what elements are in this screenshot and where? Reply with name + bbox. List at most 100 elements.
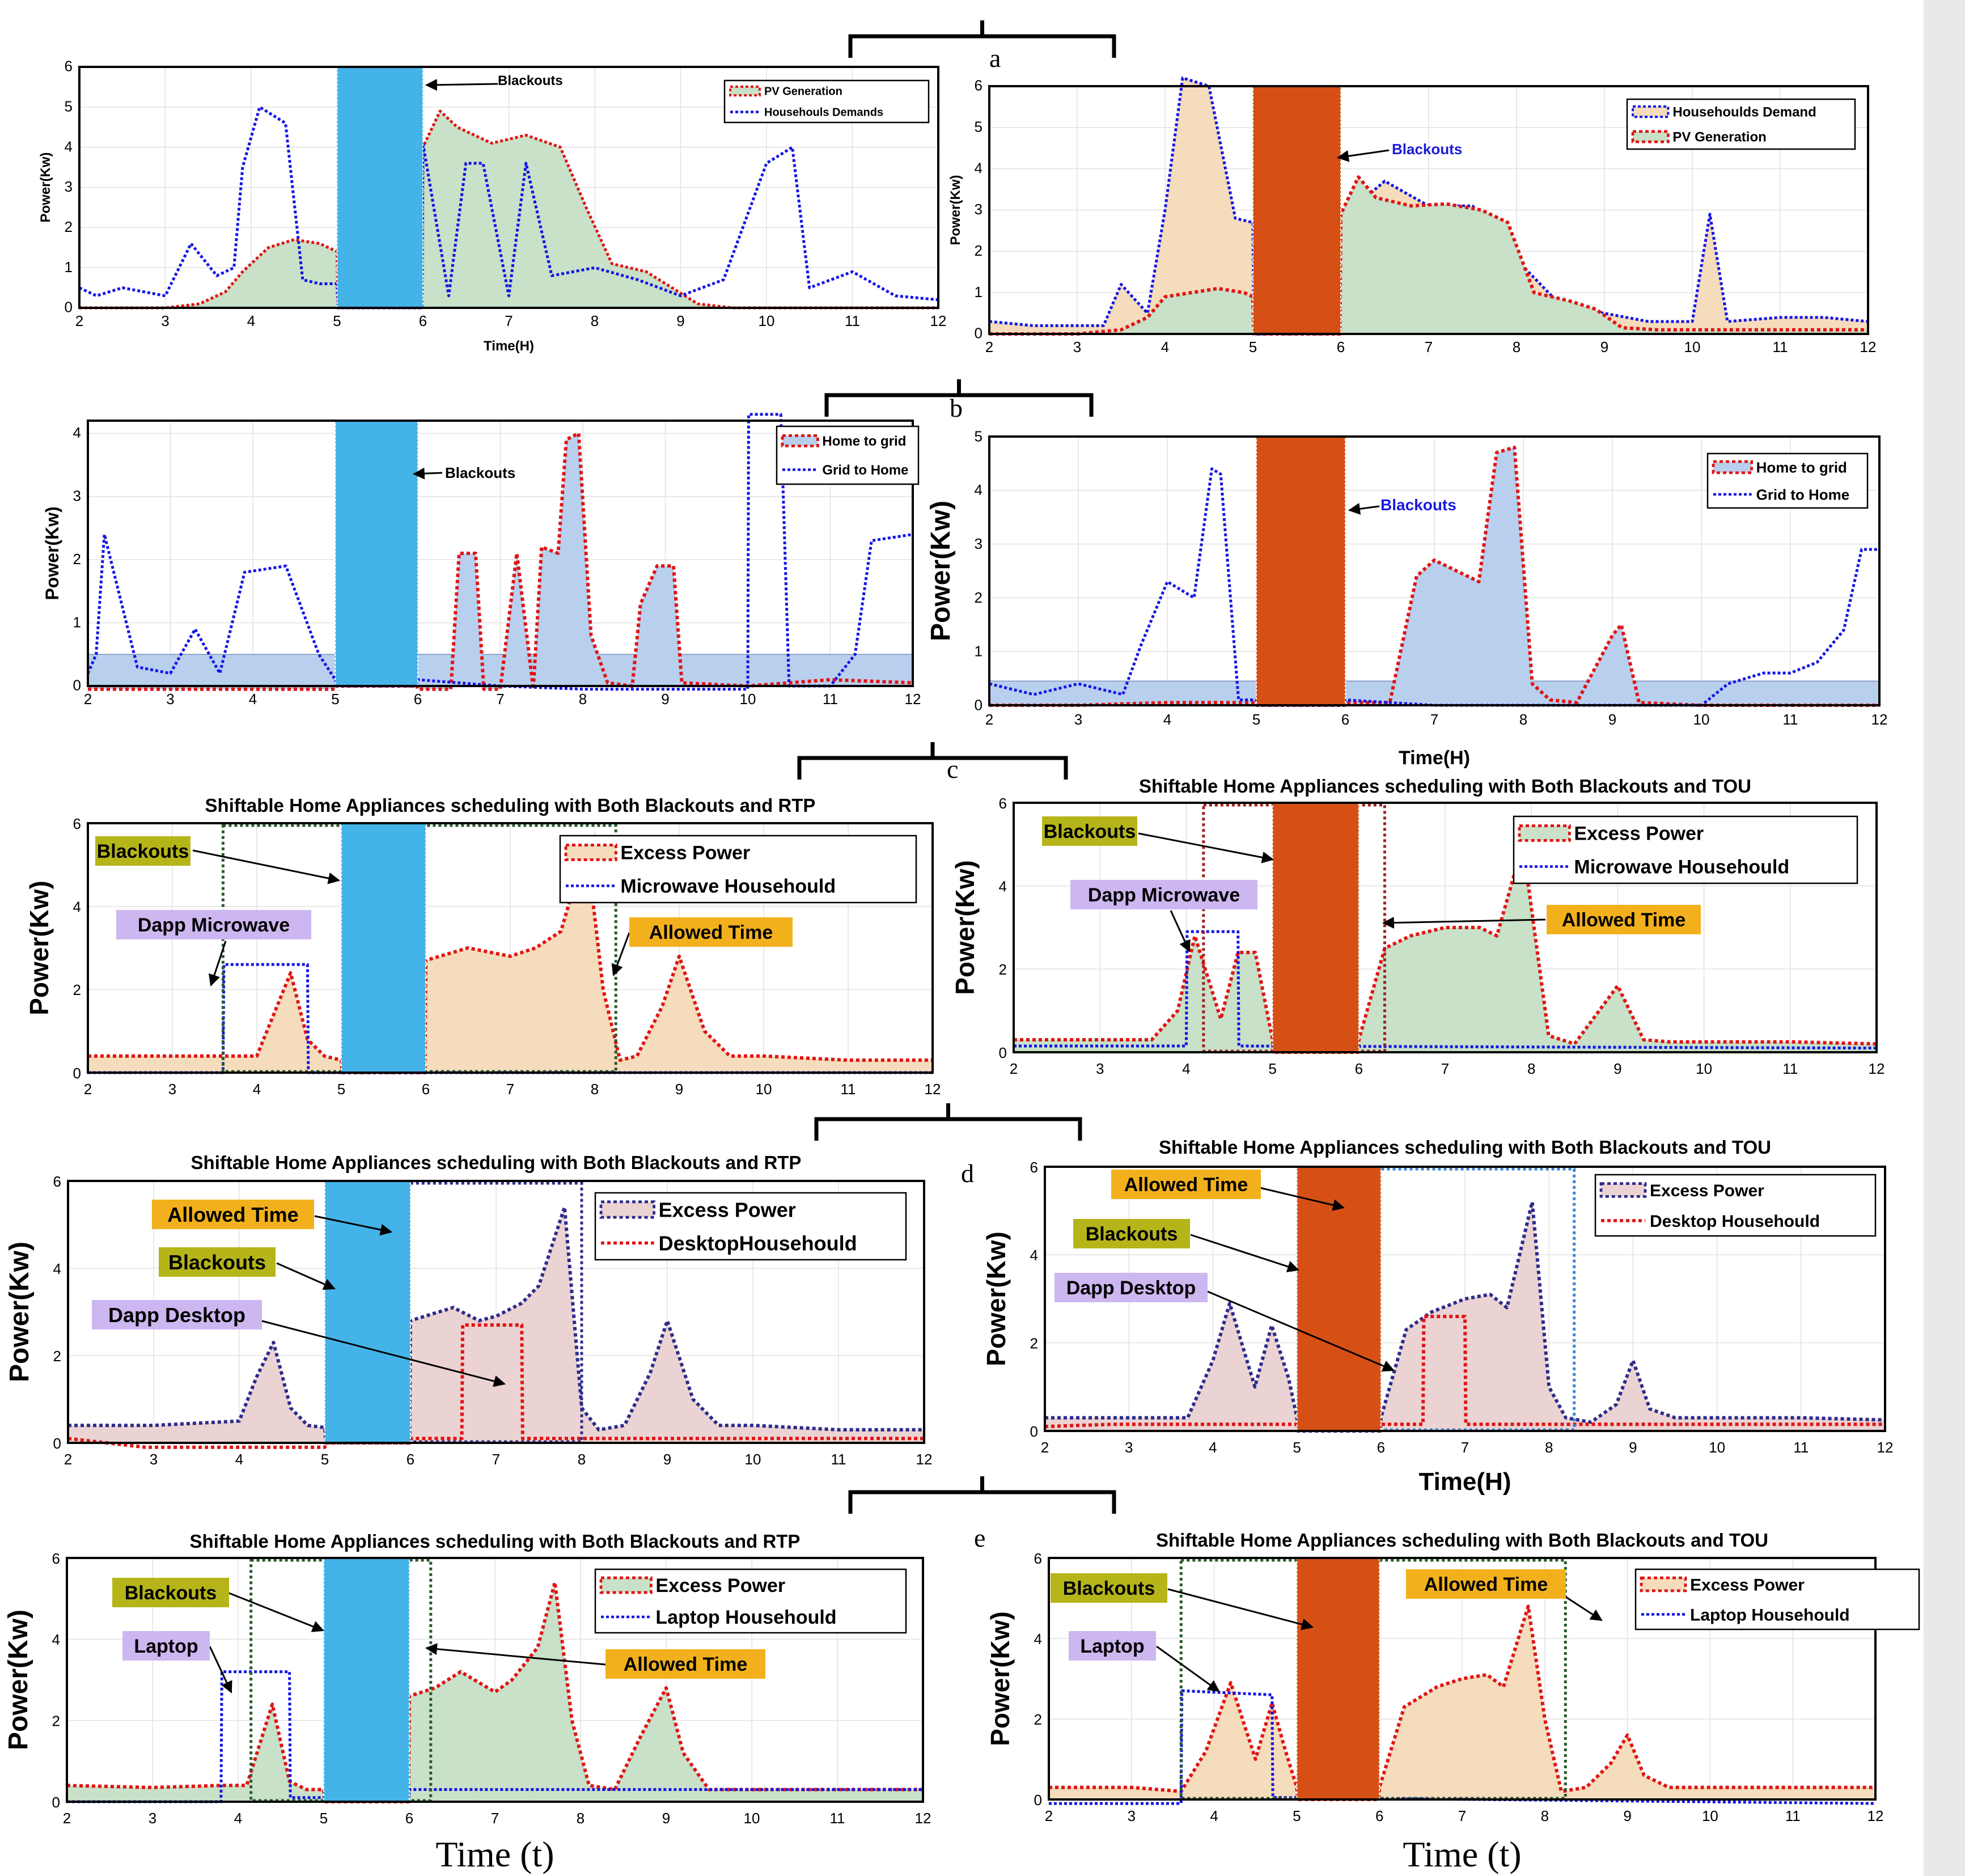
plot-frame <box>1013 802 1878 1053</box>
y-tick-label: 4 <box>65 138 73 155</box>
legend: Househoulds Demand PV Generation <box>1626 98 1856 150</box>
blackout-bar <box>1272 802 1360 1053</box>
callout-label: Dapp Desktop <box>1066 1277 1196 1299</box>
y-tick-label: 2 <box>52 1712 60 1729</box>
callout-label: Laptop <box>134 1636 198 1657</box>
callout-box <box>112 1578 229 1607</box>
y-tick-label: 6 <box>73 815 81 832</box>
x-tick-label: 2 <box>75 312 83 329</box>
plot-frame <box>66 1557 924 1803</box>
y-tick-label: 2 <box>999 961 1007 978</box>
y-tick-label: 0 <box>1034 1792 1042 1809</box>
x-tick-label: 6 <box>1341 711 1349 728</box>
x-tick-label: 10 <box>756 1081 772 1098</box>
x-tick-label: 9 <box>676 312 684 329</box>
x-tick-label: 5 <box>1268 1060 1276 1077</box>
legend-entry: DesktopHousehould <box>659 1231 857 1255</box>
legend: Excess Power Laptop Househould <box>1634 1568 1920 1631</box>
x-tick-label: 12 <box>1869 1060 1885 1077</box>
y-tick-label: 5 <box>975 118 982 135</box>
series-fill-0 <box>68 1207 924 1443</box>
callout-arrow <box>228 1592 324 1632</box>
x-tick-label: 4 <box>1210 1807 1218 1824</box>
callout-box <box>116 910 311 939</box>
blackout-bar <box>324 1180 411 1443</box>
legend: PV Generation Househouls Demands <box>723 79 930 124</box>
callout-e-right: Blackouts <box>1051 1573 1314 1631</box>
blackout-bar <box>1252 86 1341 334</box>
x-tick-label: 5 <box>1252 711 1260 728</box>
legend-entry: Microwave Househould <box>620 876 836 897</box>
callout-box <box>122 1631 210 1661</box>
x-tick-label: 11 <box>1793 1439 1809 1456</box>
panel-label-c: c <box>947 755 958 784</box>
series-line-1 <box>78 105 939 310</box>
y-tick-label: 4 <box>999 878 1007 895</box>
plot-frame <box>87 420 914 687</box>
blackout-bar <box>323 1557 410 1802</box>
callout-label: Allowed Time <box>167 1203 298 1226</box>
x-tick-label: 8 <box>1545 1439 1553 1456</box>
legend-box <box>594 1192 907 1261</box>
plot-frame <box>87 822 934 1074</box>
callout-box <box>1051 1573 1167 1603</box>
x-tick-label: 6 <box>405 1810 413 1827</box>
x-tick-label: 7 <box>505 312 513 329</box>
x-tick-label: 5 <box>333 312 341 329</box>
x-tick-label: 11 <box>831 1451 846 1468</box>
y-tick-label: 6 <box>1034 1550 1042 1567</box>
x-tick-label: 6 <box>1377 1439 1385 1456</box>
callout-box <box>152 1200 314 1229</box>
callout-label: Laptop <box>1080 1636 1144 1657</box>
y-tick-label: 1 <box>975 643 982 660</box>
plot-title: Shiftable Home Appliances scheduling wit… <box>1159 1137 1771 1158</box>
legend-entry: Microwave Househould <box>1574 857 1789 878</box>
y-tick-label: 4 <box>53 1260 61 1277</box>
x-tick-label: 12 <box>1867 1807 1884 1824</box>
y-tick-label: 0 <box>999 1044 1007 1061</box>
x-tick-label: 3 <box>161 312 169 329</box>
x-tick-label: 7 <box>496 691 504 708</box>
x-tick-label: 4 <box>1163 711 1171 728</box>
series-line-0 <box>79 109 938 310</box>
callout-e-right: Allowed Time <box>1406 1569 1603 1621</box>
callout-arrow <box>1190 1234 1299 1273</box>
x-tick-label: 8 <box>1519 711 1527 728</box>
x-tick-label: 10 <box>744 1810 760 1827</box>
callout-label: Allowed Time <box>1124 1174 1248 1196</box>
series-line-1 <box>67 1323 924 1449</box>
plot-frame <box>988 435 1881 706</box>
legend-entry: Househoulds Demand <box>1672 105 1816 120</box>
x-tick-label: 11 <box>1782 1060 1798 1077</box>
x-tick-label: 11 <box>1783 711 1798 728</box>
x-tick-label: 6 <box>406 1451 414 1468</box>
x-axis-label: Time (t) <box>1403 1834 1521 1874</box>
y-tick-label: 1 <box>73 613 81 630</box>
blackout-bar <box>334 420 418 687</box>
callout-box <box>1406 1569 1566 1599</box>
y-axis-label: Power(Kw) <box>981 1231 1011 1366</box>
x-tick-label: 4 <box>1161 338 1169 355</box>
y-tick-label: 3 <box>975 535 982 552</box>
x-tick-label: 6 <box>422 1081 430 1098</box>
y-tick-label: 4 <box>73 898 81 915</box>
y-tick-label: 6 <box>975 77 982 94</box>
callout-box <box>92 1300 262 1329</box>
callout-label: Allowed Time <box>1424 1574 1548 1595</box>
legend-entry: PV Generation <box>1672 130 1766 145</box>
callout-d-right: Allowed Time <box>1111 1170 1345 1211</box>
legend-swatch <box>729 85 761 97</box>
blackout-bar <box>1296 1557 1380 1800</box>
blackouts-annotation: Blackouts <box>498 73 563 88</box>
x-tick-label: 8 <box>591 312 599 329</box>
x-tick-label: 3 <box>1128 1807 1136 1824</box>
right-sidebar-strip <box>1924 0 1965 1876</box>
callout-arrow <box>1167 1588 1314 1631</box>
series-fill-0 <box>1014 844 1877 1052</box>
y-axis-label: Power(Kw) <box>926 501 956 641</box>
x-tick-label: 2 <box>84 691 92 708</box>
callout-d-left: Allowed Time <box>152 1200 393 1236</box>
series-line-0 <box>66 1581 923 1803</box>
y-tick-label: 0 <box>975 325 982 342</box>
y-axis-label: Power(Kw) <box>950 860 980 995</box>
